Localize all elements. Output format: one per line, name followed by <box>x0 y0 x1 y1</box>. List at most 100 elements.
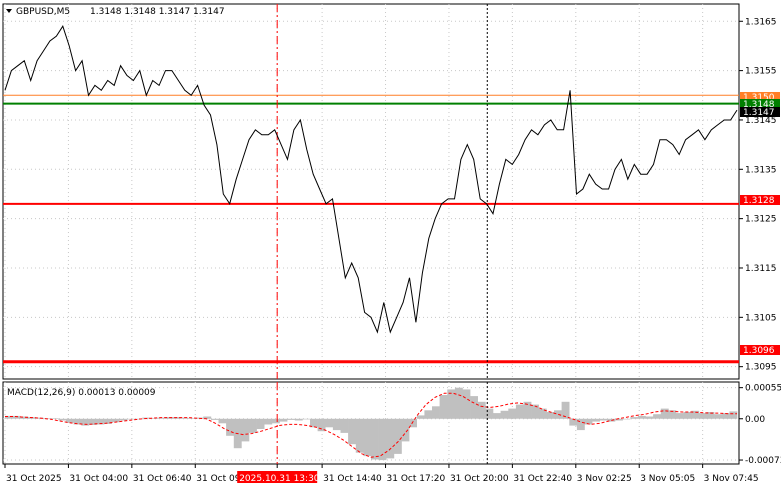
macd-bar <box>454 387 463 419</box>
macd-bar <box>294 418 303 421</box>
time-label: 31 Oct 22:40 <box>513 474 572 484</box>
macd-bar <box>81 418 90 426</box>
time-label: 31 Oct 2025 <box>6 474 62 484</box>
macd-bar <box>302 418 311 420</box>
macd-bar <box>653 414 661 419</box>
time-label: 31 Oct 20:00 <box>450 474 509 484</box>
header: GBPUSD,M5 1.3148 1.3148 1.3147 1.3147 <box>6 7 225 17</box>
macd-bar <box>88 418 97 425</box>
price-tag-1.3150: 1.3150 <box>743 93 775 103</box>
time-label: 3 Nov 07:45 <box>704 474 759 484</box>
macd-bar <box>676 413 684 419</box>
macd-bar <box>729 411 738 419</box>
time-label: 31 Oct 17:20 <box>387 474 446 484</box>
price-tick-label: 1.3115 <box>745 264 777 274</box>
macd-bar <box>409 418 417 428</box>
time-label: 31 Oct 14:40 <box>323 474 382 484</box>
macd-bar <box>531 404 539 419</box>
price-tag-1.3128: 1.3128 <box>743 196 775 206</box>
macd-bar <box>157 417 166 419</box>
macd-bar <box>615 418 623 421</box>
macd-panel[interactable]: 0.00055 0.00 -0.00073 MACD(12,26,9) 0.0001… <box>2 381 781 466</box>
macd-bar <box>165 417 173 419</box>
macd-bar <box>706 412 715 419</box>
price-panel-frame <box>2 3 740 380</box>
macd-bar <box>599 418 608 421</box>
macd-histogram <box>5 387 738 461</box>
price-tag-1.3148-bg <box>740 99 780 109</box>
macd-bar <box>508 408 517 419</box>
macd-bar <box>401 418 410 442</box>
macd-bar <box>340 418 349 433</box>
macd-bar <box>546 412 555 419</box>
price-tick-label: 1.3165 <box>745 17 777 27</box>
macd-bar <box>698 413 707 419</box>
ohlc-label: 1.3148 1.3148 1.3147 1.3147 <box>90 7 225 17</box>
price-tag-1.3096: 1.3096 <box>743 346 775 356</box>
macd-bar <box>622 418 631 420</box>
time-label: 31 Oct 09:20 <box>196 474 255 484</box>
macd-bar <box>447 389 456 419</box>
macd-bar <box>554 410 562 419</box>
macd-bar <box>386 418 395 459</box>
macd-bar <box>317 418 326 432</box>
macd-bar <box>279 418 288 422</box>
macd-bar <box>470 396 478 419</box>
symbol-label: GBPUSD,M5 <box>16 7 70 17</box>
price-tag-1.3147: 1.3147 <box>743 108 775 118</box>
macd-bar <box>630 417 639 419</box>
price-tick-label: 1.3105 <box>745 313 777 323</box>
price-tag-1.3147-bg <box>740 107 780 117</box>
macd-bar <box>111 418 120 423</box>
macd-bar <box>149 418 158 419</box>
macd-bar <box>5 415 13 419</box>
time-label: 3 Nov 02:25 <box>577 474 632 484</box>
macd-bar <box>310 418 318 428</box>
macd-bar <box>576 418 585 431</box>
macd-bar <box>127 418 135 420</box>
macd-bar <box>226 418 234 436</box>
macd-bar <box>104 418 112 424</box>
macd-bar <box>683 412 692 419</box>
price-panel[interactable]: 1.31651.31551.31451.31351.31251.31151.31… <box>2 3 780 380</box>
macd-bar <box>462 389 471 419</box>
price-horizontal-lines <box>3 94 739 364</box>
price-tag-1.3150-bg <box>740 92 780 102</box>
price-axis: 1.31651.31551.31451.31351.31251.31151.31… <box>739 17 777 373</box>
price-tick-label: 1.3125 <box>745 215 777 225</box>
macd-bar <box>12 415 21 419</box>
macd-bar <box>73 418 82 425</box>
macd-bar <box>584 418 593 425</box>
macd-tick-label: 0.00055 <box>745 384 781 394</box>
macd-vertical-lines <box>276 382 488 464</box>
macd-bar <box>96 418 105 425</box>
time-axis: 31 Oct 2025 31 Oct 04:00 31 Oct 06:40 31 Oc… <box>4 464 759 484</box>
macd-bar <box>332 418 341 431</box>
price-tag-1.3148: 1.3148 <box>743 100 775 110</box>
macd-bar <box>203 416 212 419</box>
macd-bar <box>485 408 494 419</box>
price-tag-1.3096-bg <box>740 345 780 355</box>
macd-bar <box>249 418 257 433</box>
macd-bar <box>256 418 265 429</box>
macd-bar <box>20 416 29 419</box>
price-tick-label: 1.3135 <box>745 165 777 175</box>
macd-bar <box>493 413 501 419</box>
macd-bar <box>210 418 219 420</box>
macd-bar <box>180 417 189 419</box>
dropdown-triangle-icon[interactable] <box>6 9 12 13</box>
macd-bar <box>134 418 143 420</box>
macd-bar <box>660 408 669 419</box>
macd-tick-label: 0.00 <box>745 415 765 425</box>
highlighted-time-label: 2025.10.31 13:30 <box>239 474 320 484</box>
macd-bar <box>721 413 730 419</box>
macd-bar <box>363 418 372 457</box>
macd-bar <box>637 415 646 419</box>
price-tick-label: 1.3155 <box>745 67 777 77</box>
macd-bar <box>66 418 74 423</box>
macd-bar <box>691 410 700 419</box>
macd-axis: 0.00055 0.00 -0.00073 <box>739 384 781 466</box>
macd-bar <box>50 418 59 419</box>
